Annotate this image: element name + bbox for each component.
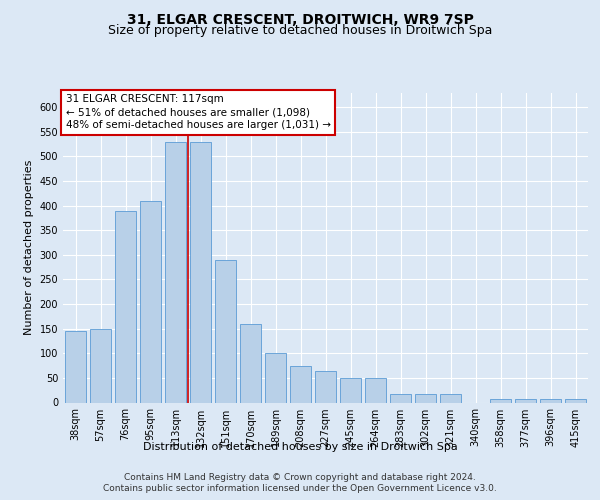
Text: 31, ELGAR CRESCENT, DROITWICH, WR9 7SP: 31, ELGAR CRESCENT, DROITWICH, WR9 7SP [127, 12, 473, 26]
Bar [440, 394, 461, 402]
Bar [290, 366, 311, 403]
Text: Contains HM Land Registry data © Crown copyright and database right 2024.: Contains HM Land Registry data © Crown c… [124, 472, 476, 482]
Bar [140, 201, 161, 402]
Bar [265, 354, 286, 403]
Bar [315, 370, 336, 402]
Bar [340, 378, 361, 402]
Text: 31 ELGAR CRESCENT: 117sqm
← 51% of detached houses are smaller (1,098)
48% of se: 31 ELGAR CRESCENT: 117sqm ← 51% of detac… [65, 94, 331, 130]
Bar [165, 142, 186, 402]
Bar [565, 398, 586, 402]
Bar [490, 398, 511, 402]
Bar [115, 210, 136, 402]
Y-axis label: Number of detached properties: Number of detached properties [24, 160, 34, 335]
Bar [390, 394, 411, 402]
Bar [190, 142, 211, 402]
Text: Size of property relative to detached houses in Droitwich Spa: Size of property relative to detached ho… [108, 24, 492, 37]
Bar [90, 328, 111, 402]
Bar [515, 398, 536, 402]
Text: Contains public sector information licensed under the Open Government Licence v3: Contains public sector information licen… [103, 484, 497, 493]
Bar [540, 398, 561, 402]
Bar [65, 331, 86, 402]
Bar [240, 324, 261, 402]
Bar [415, 394, 436, 402]
Bar [215, 260, 236, 402]
Bar [365, 378, 386, 402]
Text: Distribution of detached houses by size in Droitwich Spa: Distribution of detached houses by size … [143, 442, 457, 452]
